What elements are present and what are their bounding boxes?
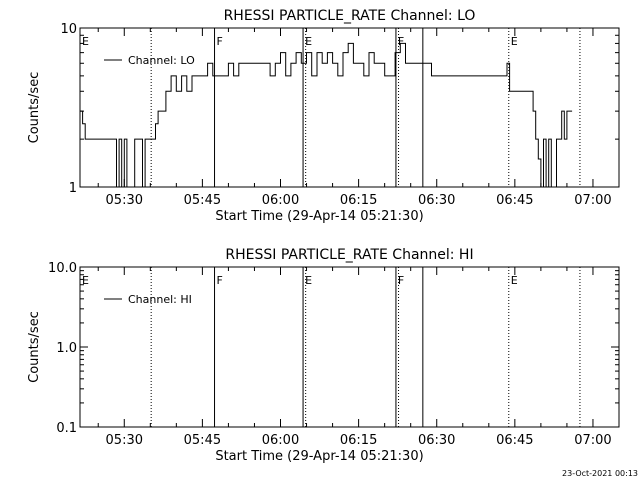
- hi-x-tick-label: 06:30: [418, 433, 455, 448]
- lo-x-axis-label: Start Time (29-Apr-14 05:21:30): [215, 209, 423, 224]
- hi-legend-label: Channel: HI: [128, 293, 192, 306]
- lo-x-tick-label: 05:30: [106, 193, 143, 208]
- lo-y-tick-label: 10: [60, 22, 77, 37]
- hi-chart-title: RHESSI PARTICLE_RATE Channel: HI: [225, 247, 473, 263]
- hi-annotation-label: E: [82, 274, 89, 287]
- hi-annotation-label: F: [217, 274, 223, 287]
- footer-timestamp: 23-Oct-2021 00:13: [562, 469, 638, 478]
- hi-panel: RHESSI PARTICLE_RATE Channel: HI 05:30 05:…: [27, 247, 620, 464]
- hi-x-tick-label: 07:00: [574, 433, 611, 448]
- hi-annotation-label: E: [305, 274, 312, 287]
- lo-plot-frame: [79, 27, 620, 188]
- lo-x-tick-label: 06:00: [262, 193, 299, 208]
- lo-annotation-label: E: [82, 35, 89, 48]
- hi-annotation-label: E: [511, 274, 518, 287]
- hi-y-tick-label: 0.1: [56, 421, 77, 436]
- hi-y-axis-label: Counts/sec: [27, 311, 42, 383]
- lo-chart-title: RHESSI PARTICLE_RATE Channel: LO: [224, 8, 476, 24]
- lo-x-tick-label: 06:30: [418, 193, 455, 208]
- hi-y-tick-label: 1.0: [56, 341, 77, 356]
- lo-legend-label: Channel: LO: [128, 54, 195, 67]
- lo-y-tick-label: 1: [69, 181, 77, 196]
- hi-x-tick-label: 05:45: [184, 433, 221, 448]
- hi-x-tick-label: 06:15: [340, 433, 377, 448]
- hi-x-tick-label: 06:45: [496, 433, 533, 448]
- lo-annotation-label: E: [305, 35, 312, 48]
- hi-x-axis-label: Start Time (29-Apr-14 05:21:30): [215, 449, 423, 464]
- lo-annotation-label: E: [511, 35, 518, 48]
- lo-x-tick-label: 06:45: [496, 193, 533, 208]
- lo-y-axis-label: Counts/sec: [27, 72, 42, 144]
- lo-panel: RHESSI PARTICLE_RATE Channel: LO 05:30 05:…: [27, 8, 620, 224]
- lo-series-line: [80, 42, 573, 188]
- hi-plot-frame: [79, 266, 620, 428]
- lo-x-tick-label: 07:00: [574, 193, 611, 208]
- hi-x-tick-label: 05:30: [106, 433, 143, 448]
- lo-annotation-label: F: [217, 35, 223, 48]
- lo-x-tick-label: 06:15: [340, 193, 377, 208]
- hi-annotation-label: F: [398, 274, 404, 287]
- lo-x-tick-label: 05:45: [184, 193, 221, 208]
- hi-x-tick-label: 06:00: [262, 433, 299, 448]
- lo-annotation-label: F: [398, 35, 404, 48]
- hi-y-tick-label: 10.0: [48, 261, 77, 276]
